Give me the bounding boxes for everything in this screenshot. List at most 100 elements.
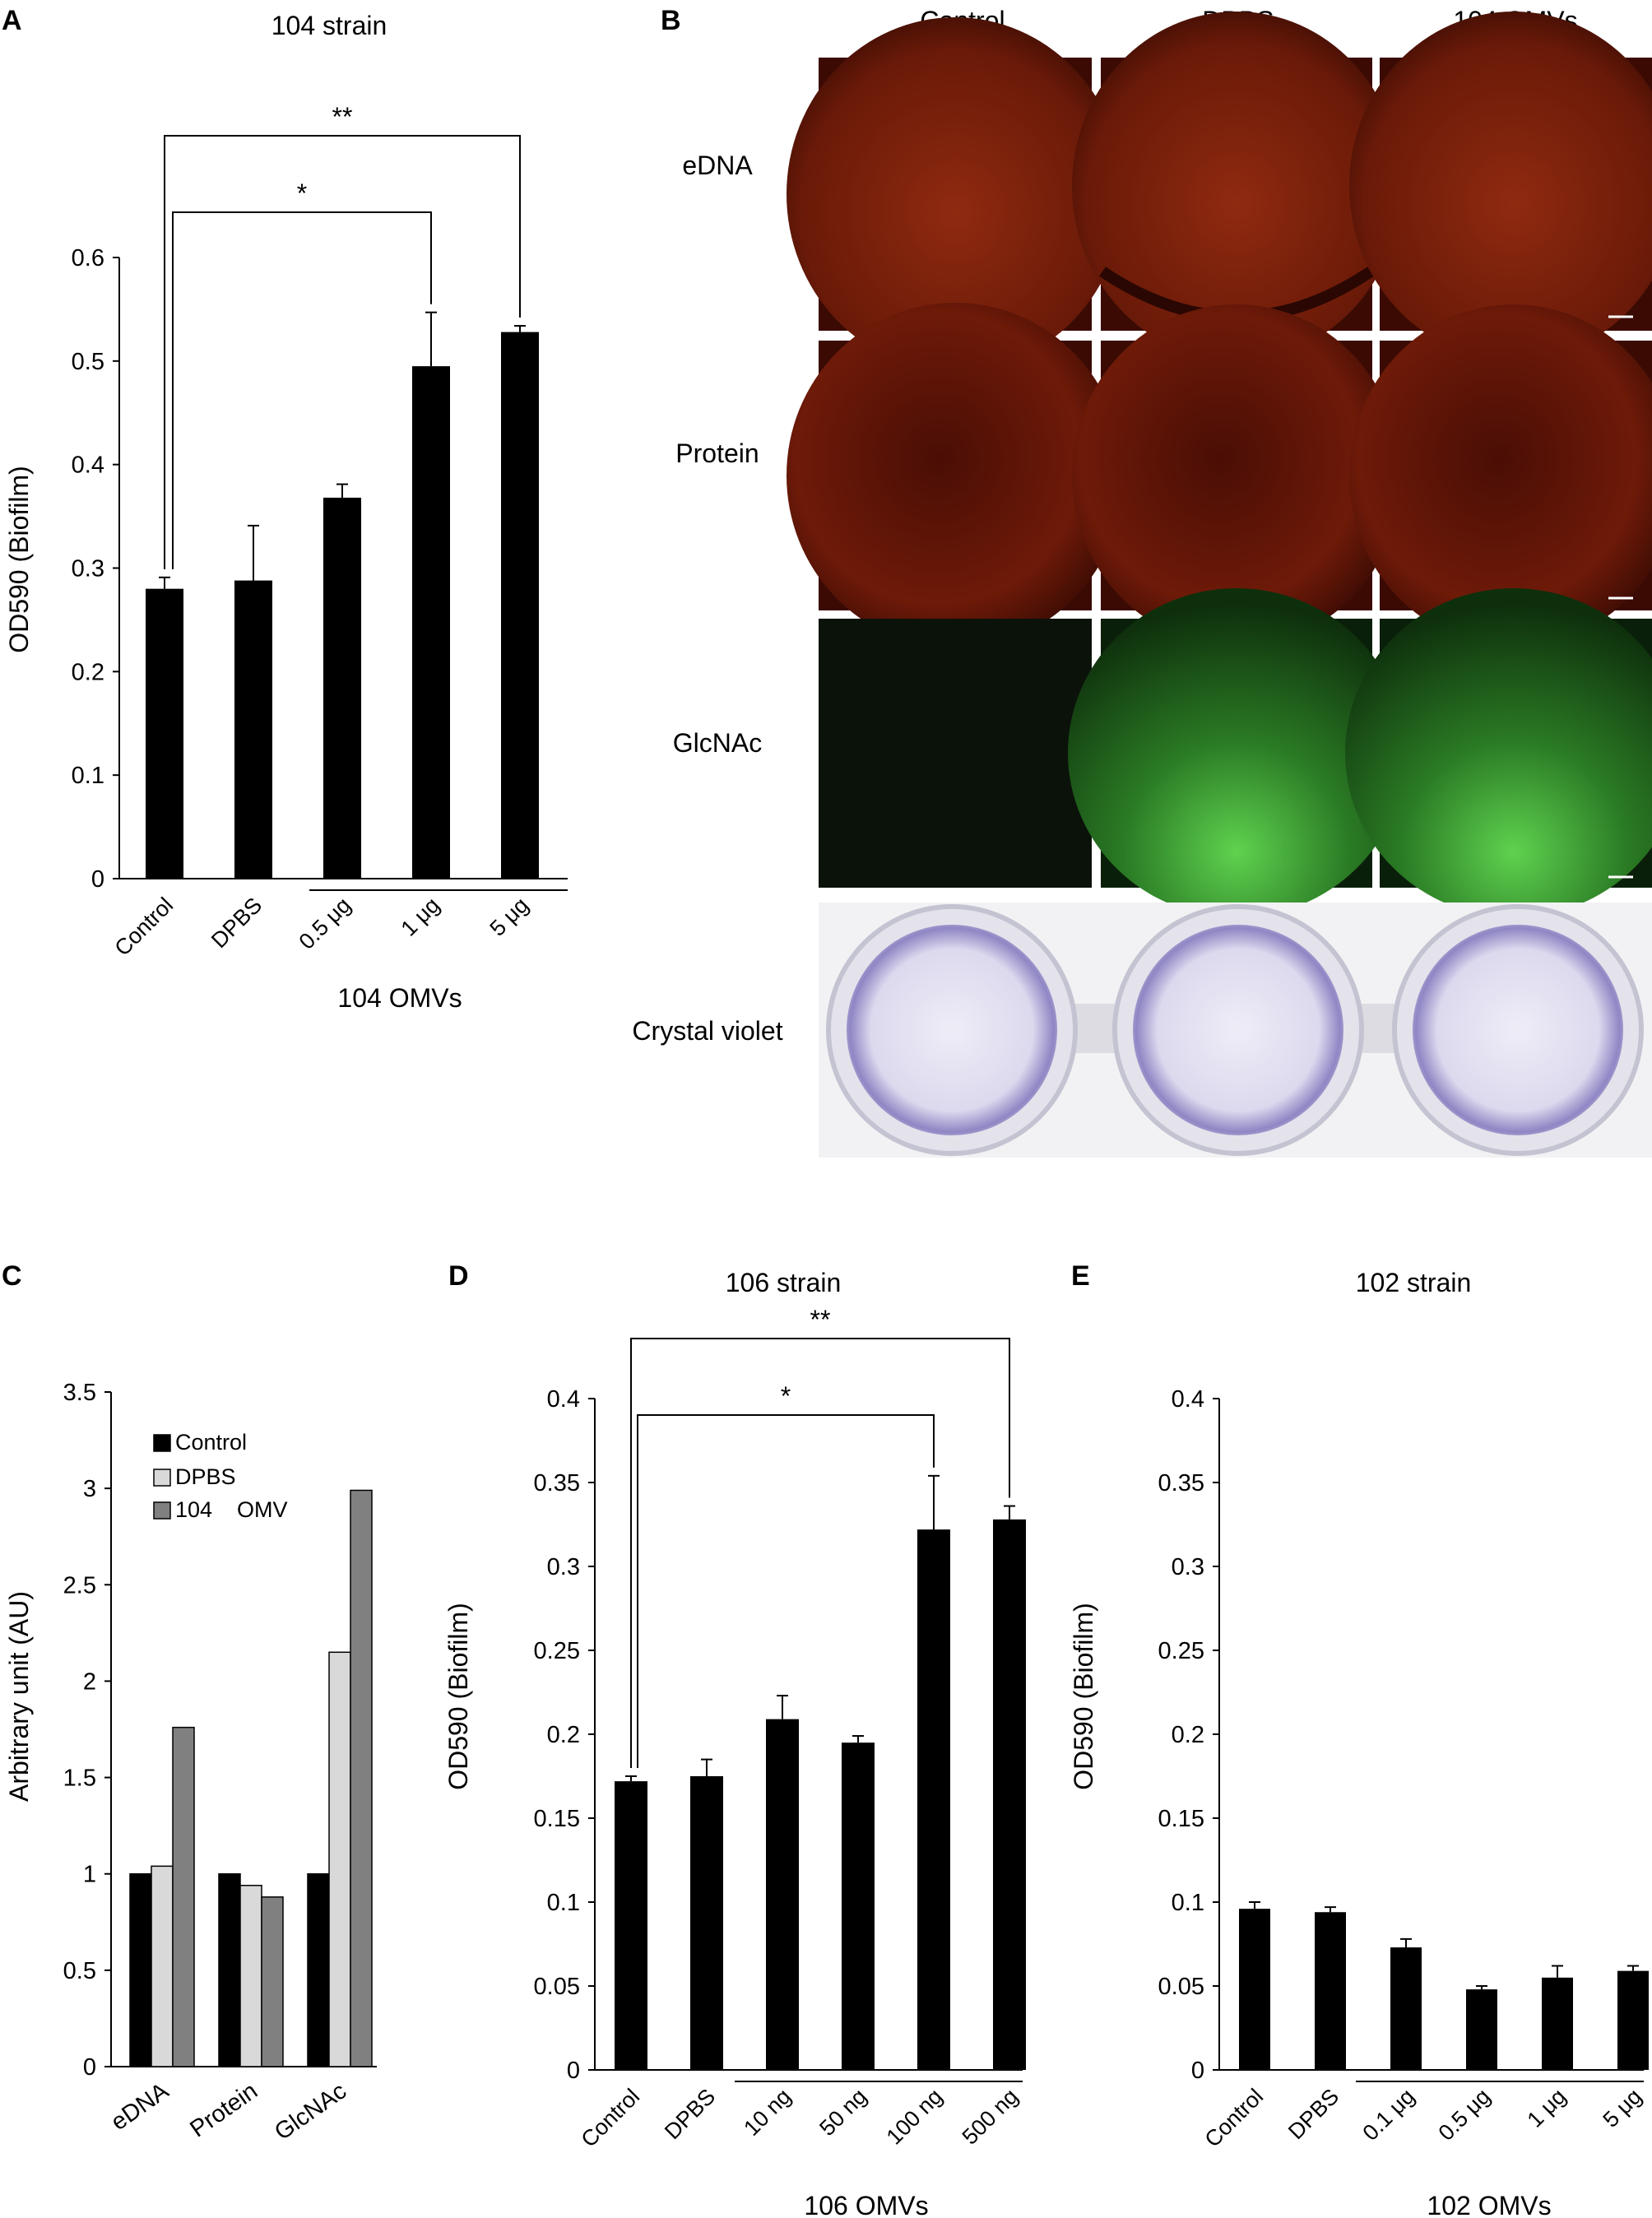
y-tick-label: 3 xyxy=(83,1476,96,1502)
significance-label-2: ** xyxy=(332,102,353,132)
significance-label-1: * xyxy=(297,179,307,208)
x-tick-label-0-1-g: 0.1 μg xyxy=(1358,2084,1420,2146)
y-tick-label: 0.5 xyxy=(72,349,104,375)
bar-100-ng xyxy=(917,1529,950,2070)
group-label: 106 OMVs xyxy=(804,2191,928,2218)
y-ticks: 0 0.1 0.2 0.3 0.4 0.5 0.6 xyxy=(72,245,119,893)
error-bars xyxy=(1249,1901,1639,1990)
panel-letter-e: E xyxy=(1071,1260,1090,1292)
significance-bracket-1 xyxy=(637,1414,935,1768)
legend-entry-dpbs: DPBS xyxy=(175,1464,236,1489)
y-axis-label: OD590 (Biofilm) xyxy=(4,466,34,653)
x-tick-label-1-g: 1 μg xyxy=(1522,2084,1571,2132)
legend-entry-104-omv: 104 OMV xyxy=(175,1497,288,1522)
y-axis-label: OD590 (Biofilm) xyxy=(443,1603,473,1790)
y-tick-label: 0.25 xyxy=(1158,1638,1204,1664)
y-axis-label: Arbitrary unit (AU) xyxy=(4,1591,34,1802)
significance-brackets: *** xyxy=(630,1305,1010,1768)
micrograph-glcnac-104-omvs xyxy=(1345,588,1652,917)
micrograph-edna-control xyxy=(787,17,1124,371)
bars xyxy=(615,1519,1026,2070)
bar-dpbs xyxy=(1315,1912,1346,2070)
panel-d: D 106 strain OD590 (Biofilm) 106 OMVs 00… xyxy=(443,1260,1026,2218)
legend: Control DPBS 104 OMV xyxy=(153,1430,288,1522)
x-tick-label-dpbs: DPBS xyxy=(660,2084,720,2144)
micrograph-edna-dpbs xyxy=(1072,12,1401,360)
bar-control xyxy=(1239,1909,1270,2070)
panel-letter-d: D xyxy=(448,1260,469,1292)
group-label: 102 OMVs xyxy=(1427,2191,1551,2218)
x-tick-label-500-ng: 500 ng xyxy=(958,2084,1023,2150)
y-ticks: 0 0.5 1 1.5 2 2.5 3 3.5 xyxy=(63,1380,111,2081)
micrograph-protein-dpbs xyxy=(1072,304,1401,647)
x-tick-labels: Control DPBS 0.5 μg 1 μg 5 μg xyxy=(109,893,533,961)
significance-brackets: *** xyxy=(164,102,521,569)
bar-0-5-g xyxy=(323,497,361,879)
x-tick-labels: eDNA Protein GlcNAc xyxy=(106,2077,351,2146)
legend-swatch-control xyxy=(153,1434,171,1452)
y-tick-label: 2 xyxy=(83,1668,96,1695)
x-tick-label-glcnac: GlcNAc xyxy=(270,2078,351,2146)
y-tick-label: 0 xyxy=(1191,2058,1204,2084)
x-tick-label-100-ng: 100 ng xyxy=(882,2084,948,2150)
y-tick-label: 0.2 xyxy=(547,1722,580,1748)
bar-5-g xyxy=(1617,1970,1649,2070)
bar-edna-dpbs xyxy=(151,1865,174,2067)
bar-edna-control xyxy=(129,1872,152,2067)
panel-a: A 104 strain OD590 (Biofilm) 104 OMVs 00… xyxy=(2,5,568,1013)
panel-b: B Control DPBS 104 OMVs eDNA Protein Glc… xyxy=(632,5,1652,1158)
panel-letter-c: C xyxy=(2,1260,22,1292)
x-tick-label-control: Control xyxy=(1200,2084,1268,2152)
x-tick-label-dpbs: DPBS xyxy=(1283,2084,1343,2144)
y-tick-label: 0.1 xyxy=(1172,1890,1204,1916)
bar-control xyxy=(146,588,183,879)
micrograph-glcnac-control xyxy=(819,619,1092,888)
bar-1-g xyxy=(1542,1977,1573,2070)
y-axis-label: OD590 (Biofilm) xyxy=(1069,1603,1098,1790)
x-tick-label-dpbs: DPBS xyxy=(206,893,267,953)
x-tick-labels: Control DPBS 10 ng 50 ng 100 ng 500 ng xyxy=(576,2084,1023,2152)
bar-0-1-g xyxy=(1390,1947,1422,2070)
bar-protein-dpbs xyxy=(239,1885,262,2067)
micrograph-protein-control xyxy=(787,303,1124,648)
bar-5-g xyxy=(501,332,539,879)
chart-title: 104 strain xyxy=(271,11,387,40)
panel-letter-b: B xyxy=(661,5,681,36)
x-tick-label-1-g: 1 μg xyxy=(396,893,444,941)
y-tick-label: 0.4 xyxy=(72,452,104,479)
micrograph-protein-104-omvs xyxy=(1349,304,1652,647)
y-tick-label: 0.35 xyxy=(1158,1470,1204,1496)
y-tick-label: 0.3 xyxy=(1172,1554,1204,1580)
bar-glcnac-104-omv xyxy=(350,1489,373,2067)
y-tick-label: 2.5 xyxy=(63,1572,96,1599)
y-tick-label: 0.2 xyxy=(1172,1722,1204,1748)
significance-label-1: * xyxy=(781,1381,791,1411)
row-label-glcnac: GlcNAc xyxy=(673,728,762,758)
bar-10-ng xyxy=(766,1719,799,2070)
x-tick-label-5-g: 5 μg xyxy=(485,893,533,941)
error-bars xyxy=(159,311,526,589)
y-tick-label: 0 xyxy=(91,866,104,893)
significance-label-2: ** xyxy=(810,1305,831,1334)
y-tick-label: 0.3 xyxy=(72,556,104,582)
y-tick-label: 0.4 xyxy=(547,1386,580,1413)
y-tick-label: 0.15 xyxy=(1158,1806,1204,1832)
legend-entry-control: Control xyxy=(175,1430,247,1455)
chart-title: 102 strain xyxy=(1356,1268,1472,1297)
error-bars xyxy=(625,1474,1015,1782)
x-tick-label-control: Control xyxy=(109,893,178,961)
bar-0-5-g xyxy=(1466,1989,1497,2070)
y-tick-label: 0.05 xyxy=(1158,1974,1204,2000)
significance-bracket-1 xyxy=(172,211,432,569)
x-tick-label-0-5-g: 0.5 μg xyxy=(1434,2084,1496,2146)
bar-control xyxy=(615,1781,647,2070)
y-tick-label: 1.5 xyxy=(63,1766,96,1792)
bar-1-g xyxy=(412,366,450,879)
bar-protein-104-omv xyxy=(261,1896,284,2067)
y-tick-label: 0.2 xyxy=(72,659,104,685)
x-tick-label-0-5-g: 0.5 μg xyxy=(295,893,356,954)
bar-dpbs xyxy=(234,580,272,879)
x-tick-label-5-g: 5 μg xyxy=(1598,2084,1646,2132)
y-tick-label: 0.5 xyxy=(63,1958,96,1984)
